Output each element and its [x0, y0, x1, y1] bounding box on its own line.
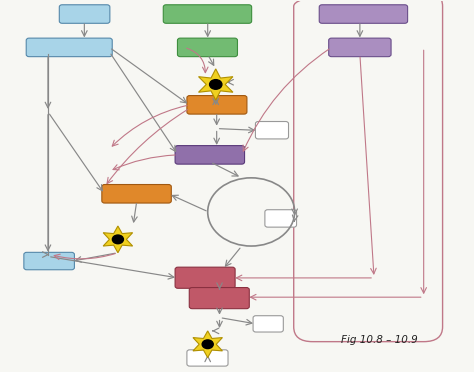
FancyBboxPatch shape	[319, 5, 408, 23]
Circle shape	[112, 235, 123, 244]
Circle shape	[210, 80, 222, 89]
FancyBboxPatch shape	[163, 5, 252, 23]
Polygon shape	[193, 331, 222, 357]
FancyBboxPatch shape	[189, 288, 249, 309]
FancyBboxPatch shape	[187, 350, 228, 366]
FancyBboxPatch shape	[265, 210, 297, 227]
FancyBboxPatch shape	[102, 185, 171, 203]
FancyBboxPatch shape	[328, 38, 391, 57]
FancyBboxPatch shape	[175, 267, 235, 288]
Text: Fig 10.8 – 10.9: Fig 10.8 – 10.9	[341, 335, 418, 345]
Polygon shape	[103, 226, 133, 253]
FancyBboxPatch shape	[59, 5, 110, 23]
FancyBboxPatch shape	[255, 122, 289, 139]
FancyBboxPatch shape	[187, 96, 247, 114]
Polygon shape	[199, 69, 233, 100]
FancyBboxPatch shape	[26, 38, 112, 57]
FancyBboxPatch shape	[177, 38, 237, 57]
Circle shape	[202, 340, 213, 349]
FancyBboxPatch shape	[175, 145, 245, 164]
FancyBboxPatch shape	[253, 316, 283, 332]
FancyBboxPatch shape	[24, 252, 74, 270]
